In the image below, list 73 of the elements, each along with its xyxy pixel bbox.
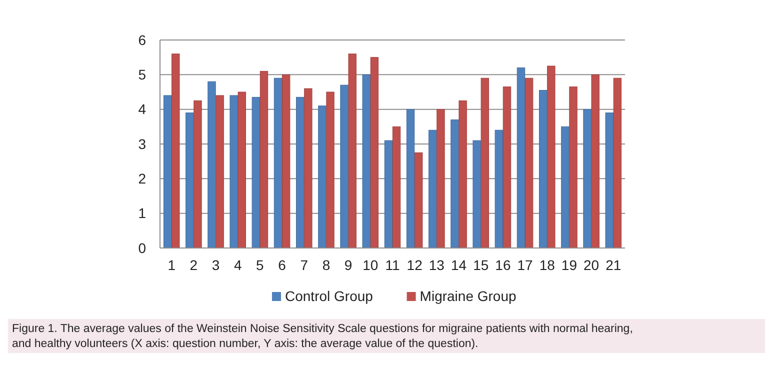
x-tick-label: 8 <box>322 257 330 273</box>
bar <box>348 54 356 248</box>
bar <box>591 74 600 248</box>
x-tick-label: 4 <box>234 257 242 273</box>
legend-label: Control Group <box>285 288 374 304</box>
x-tick-label: 12 <box>406 257 423 273</box>
bar <box>524 78 534 248</box>
bar <box>384 140 393 248</box>
bar <box>340 84 348 248</box>
bar <box>450 119 459 248</box>
y-tick-label: 0 <box>138 240 146 256</box>
y-tick-label: 3 <box>138 136 146 152</box>
x-tick-label: 11 <box>385 257 400 273</box>
x-tick-label: 19 <box>561 257 578 273</box>
x-tick-label: 3 <box>212 257 220 273</box>
bar <box>539 90 548 248</box>
bar <box>163 95 172 248</box>
bar <box>362 74 370 248</box>
bar <box>547 66 556 248</box>
x-tick-label: 16 <box>495 257 511 273</box>
bar <box>296 96 304 248</box>
y-tick-label: 5 <box>138 66 146 83</box>
x-tick-label: 1 <box>168 257 176 273</box>
bar <box>274 78 282 248</box>
bar <box>260 70 268 248</box>
bar <box>561 126 570 248</box>
bar <box>216 95 224 248</box>
x-tick-label: 5 <box>256 257 264 273</box>
bar <box>472 140 481 248</box>
bar <box>480 78 489 248</box>
y-tick-label: 6 <box>138 32 146 48</box>
bar <box>569 86 578 248</box>
bar <box>494 130 503 248</box>
x-tick-label: 2 <box>190 257 198 273</box>
y-tick-label: 1 <box>138 205 146 222</box>
legend-label: Migraine Group <box>420 288 517 304</box>
bar <box>392 126 401 248</box>
x-tick-label: 21 <box>606 257 622 273</box>
x-tick-label: 20 <box>584 257 600 273</box>
bar <box>516 67 526 248</box>
caption: Figure 1. The average values of the Weinstein Noise Sensitivity Scale questions for migraine patients with normal hearing, and healthy volunteers (X axis: question number, Y axis: the average value of the question). <box>12 323 633 350</box>
bar <box>282 74 290 248</box>
bar <box>304 88 312 248</box>
bar <box>318 106 326 248</box>
bar <box>414 152 423 248</box>
x-tick-label: 9 <box>344 257 352 273</box>
bar <box>186 112 194 248</box>
bar <box>583 109 592 248</box>
x-tick-label: 10 <box>362 257 378 273</box>
bar <box>370 57 379 248</box>
y-tick-label: 4 <box>138 101 146 118</box>
bar <box>502 86 512 248</box>
bar <box>326 92 334 248</box>
x-tick-label: 13 <box>428 257 445 273</box>
bar <box>230 95 238 248</box>
x-tick-label: 15 <box>473 257 489 273</box>
bar <box>613 78 622 248</box>
bar <box>458 100 467 248</box>
y-tick-label: 2 <box>138 170 146 187</box>
bar <box>208 81 216 248</box>
x-tick-label: 6 <box>278 257 286 273</box>
x-tick-label: 7 <box>300 257 308 273</box>
bar <box>428 130 437 248</box>
bar <box>194 100 202 248</box>
bar <box>252 96 260 248</box>
bar <box>436 109 445 248</box>
bar <box>172 54 180 248</box>
x-tick-label: 18 <box>539 257 556 273</box>
bar <box>605 112 614 248</box>
x-tick-label: 17 <box>517 257 534 273</box>
bar <box>406 109 415 248</box>
bar <box>238 92 246 248</box>
x-tick-label: 14 <box>450 257 467 273</box>
